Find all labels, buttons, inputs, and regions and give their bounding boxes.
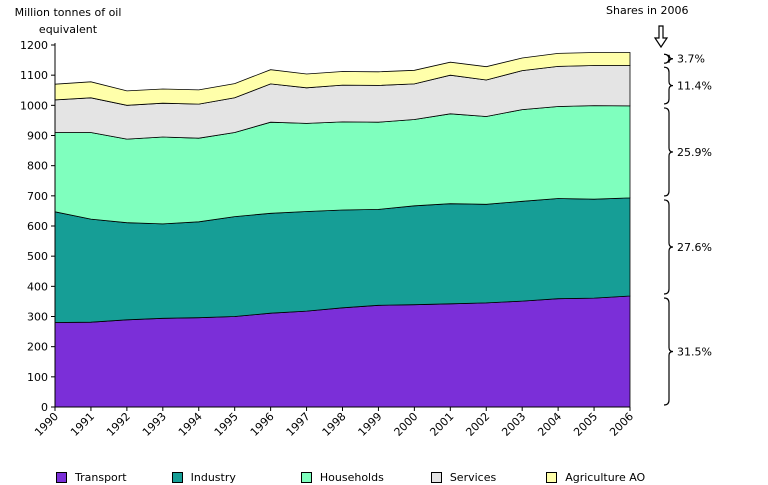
x-tick-labels: 1990 1991 1992 1993 1994 1995 1996 1997 1998 1999… <box>32 407 636 439</box>
legend-label: Agriculture AO <box>565 471 646 484</box>
legend-item-services: Services <box>430 471 497 484</box>
y-tick-label: 0 <box>41 401 48 414</box>
area-agriculture-ao <box>54 52 631 106</box>
x-tick-label: 1992 <box>104 410 133 439</box>
share-bracket <box>663 199 674 295</box>
x-tick-label: 2002 <box>463 410 492 439</box>
x-tick-label: 1995 <box>212 410 241 439</box>
y-axis-label: Million tonnes of oil equivalent <box>14 6 122 36</box>
legend-item-agriculture-ao: Agriculture AO <box>546 471 645 484</box>
share-label: 3.7% <box>677 53 705 66</box>
legend-item-industry: Industry <box>171 471 236 484</box>
share-bracket <box>663 66 674 105</box>
share-bracket <box>663 297 674 406</box>
share-bracket <box>663 53 674 64</box>
share-label: 27.6% <box>677 241 712 254</box>
x-tick-label: 2003 <box>499 410 528 439</box>
legend-label: Transport <box>75 471 127 484</box>
legend: Transport Industry Households Services Agric… <box>56 471 645 484</box>
y-tick-label: 800 <box>27 160 48 173</box>
share-label: 11.4% <box>677 80 712 93</box>
legend-item-transport: Transport <box>56 471 127 484</box>
y-tick-label: 500 <box>27 250 48 263</box>
share-brackets: 3.7% 11.4% 25.9% 27.6% 31.5% <box>663 53 712 406</box>
x-tick-label: 2006 <box>607 410 636 439</box>
legend-item-households: Households <box>300 471 384 484</box>
areas-layer <box>54 52 631 408</box>
x-tick-label: 1993 <box>140 410 169 439</box>
x-tick-label: 2004 <box>535 410 564 439</box>
share-label: 25.9% <box>677 146 712 159</box>
y-tick-label: 1100 <box>20 69 48 82</box>
x-tick-label: 1999 <box>356 410 385 439</box>
stacked-area-chart: 1990 1991 1992 1993 1994 1995 1996 1997 1998 1999… <box>20 25 712 439</box>
x-tick-label: 2001 <box>427 410 456 439</box>
x-tick-label: 1991 <box>68 410 97 439</box>
legend-label: Services <box>449 471 497 484</box>
legend-swatch <box>171 472 183 483</box>
legend-swatch <box>300 472 312 483</box>
y-tick-label: 700 <box>27 190 48 203</box>
x-tick-label: 1994 <box>176 410 205 439</box>
y-tick-labels: 0 100 200 300 400 500 600 700 800 900 1000 1100 1200 <box>20 39 55 414</box>
y-tick-label: 900 <box>27 130 48 143</box>
y-tick-label: 1200 <box>20 39 48 52</box>
legend-swatch <box>430 472 442 483</box>
y-tick-label: 300 <box>27 311 48 324</box>
y-tick-label: 400 <box>27 280 48 293</box>
x-tick-label: 1990 <box>32 410 61 439</box>
x-tick-label: 2005 <box>571 410 600 439</box>
share-label: 31.5% <box>677 345 712 358</box>
y-tick-label: 1000 <box>20 99 48 112</box>
x-tick-label: 1997 <box>284 410 313 439</box>
legend-label: Households <box>319 471 384 484</box>
x-tick-label: 1996 <box>248 410 277 439</box>
legend-swatch <box>56 472 67 483</box>
x-tick-label: 1998 <box>320 410 349 439</box>
y-tick-label: 100 <box>27 371 48 384</box>
legend-label: Industry <box>190 471 236 484</box>
shares-title: Shares in 2006 <box>606 4 689 17</box>
y-tick-label: 200 <box>27 341 48 354</box>
x-tick-label: 2000 <box>392 410 421 439</box>
share-bracket <box>663 107 674 197</box>
y-tick-label: 600 <box>27 220 48 233</box>
legend-swatch <box>546 472 558 483</box>
down-arrow-icon <box>653 25 669 49</box>
